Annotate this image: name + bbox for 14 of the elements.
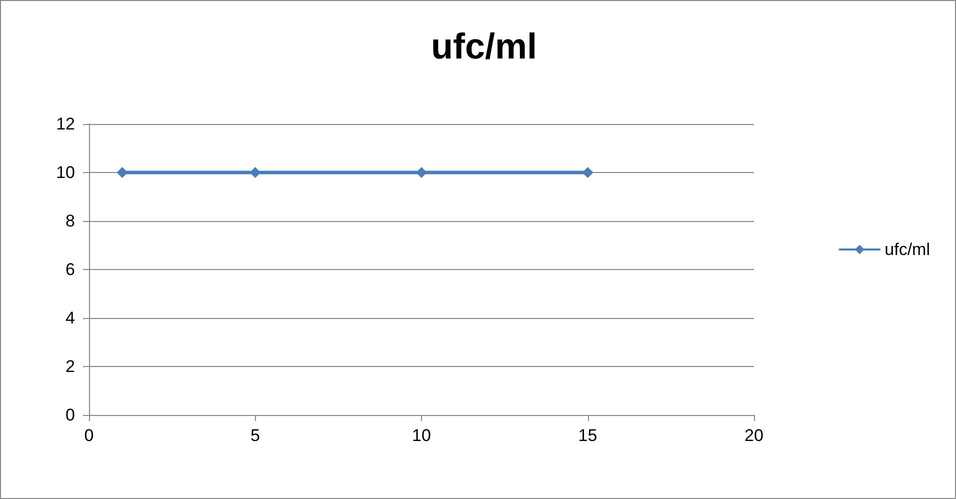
x-tick-label: 15	[578, 426, 598, 445]
chart-title: ufc/ml	[430, 26, 538, 66]
x-tick-label: 20	[744, 426, 764, 445]
y-tick-label: 8	[66, 212, 75, 230]
y-tick-label: 0	[66, 406, 75, 424]
x-tick-label: 10	[412, 426, 431, 445]
x-tick-label: 0	[84, 426, 94, 445]
legend-label: ufc/ml	[884, 240, 930, 259]
y-tick-label: 10	[56, 163, 75, 182]
y-tick-label: 4	[66, 308, 75, 328]
y-tick-label: 12	[56, 114, 75, 134]
y-tick-label: 6	[66, 260, 75, 279]
y-tick-label: 2	[66, 357, 75, 376]
x-tick-label: 5	[250, 426, 260, 445]
